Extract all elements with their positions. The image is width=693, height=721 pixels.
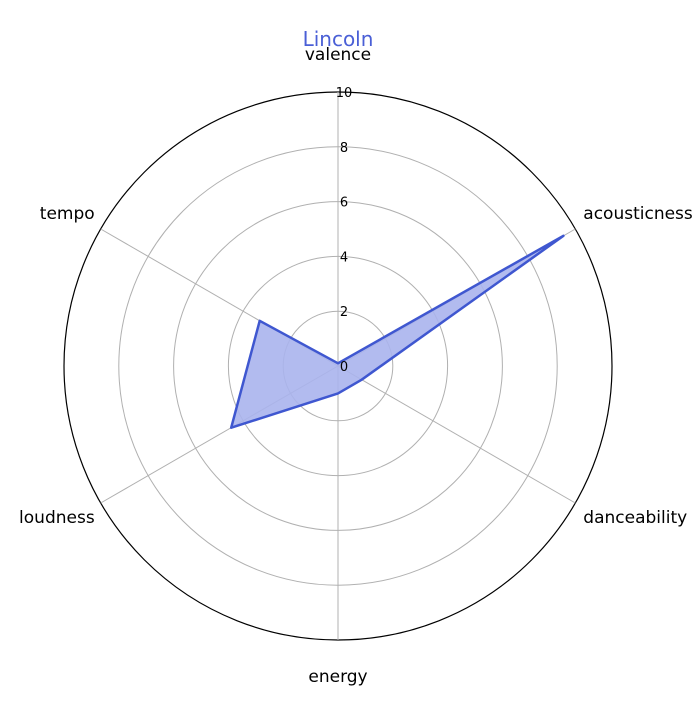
axis-label-danceability: danceability	[583, 508, 687, 528]
spoke-danceability	[337, 365, 576, 504]
axis-label-loudness: loudness	[19, 508, 95, 528]
chart-title: Lincoln	[303, 27, 374, 51]
radial-tick-label: 10	[336, 86, 353, 101]
radial-tick-label: 0	[340, 360, 348, 375]
radial-tick-label: 4	[340, 250, 348, 265]
series-layer	[229, 234, 565, 429]
radial-tick-label: 2	[340, 305, 348, 320]
axis-label-energy: energy	[308, 667, 367, 687]
axis-label-acousticness: acousticness	[583, 204, 693, 224]
axis-label-valence: valence	[305, 45, 371, 65]
axis-label-tempo: tempo	[40, 204, 95, 224]
radial-tick-label: 6	[340, 196, 348, 211]
label-layer: 0 2 4 6 8 10 valence acousticness danceability en…	[19, 45, 693, 687]
radial-tick-label: 8	[340, 141, 348, 156]
